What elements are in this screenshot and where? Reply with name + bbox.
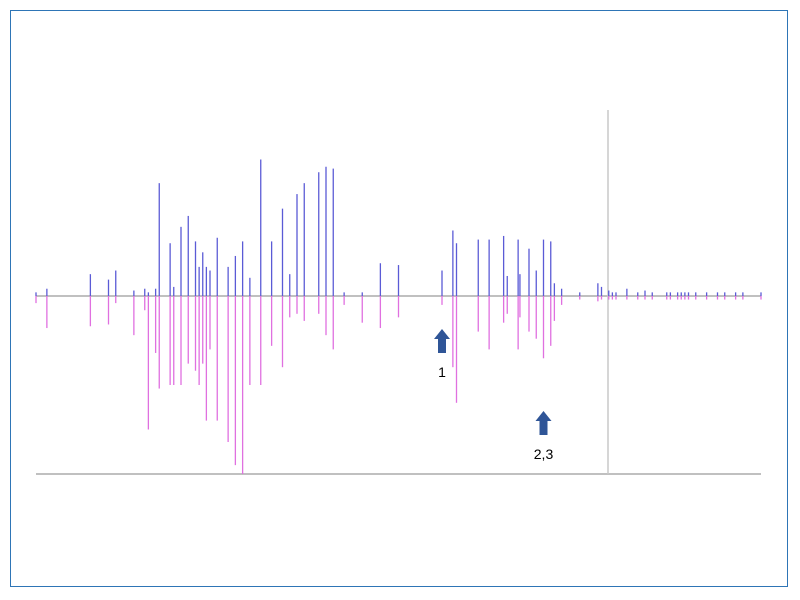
peak-arrow-2 — [535, 411, 552, 435]
peak-label-1: 1 — [438, 364, 446, 380]
annotation-layer: 12,3 — [434, 329, 553, 462]
peak-arrow-1 — [434, 329, 450, 353]
spectrum-chart: 12,3 — [35, 110, 762, 475]
figure-frame: 1 2,3 — [10, 10, 788, 587]
peak-label-2: 2,3 — [534, 446, 554, 462]
series-layer — [35, 159, 762, 474]
